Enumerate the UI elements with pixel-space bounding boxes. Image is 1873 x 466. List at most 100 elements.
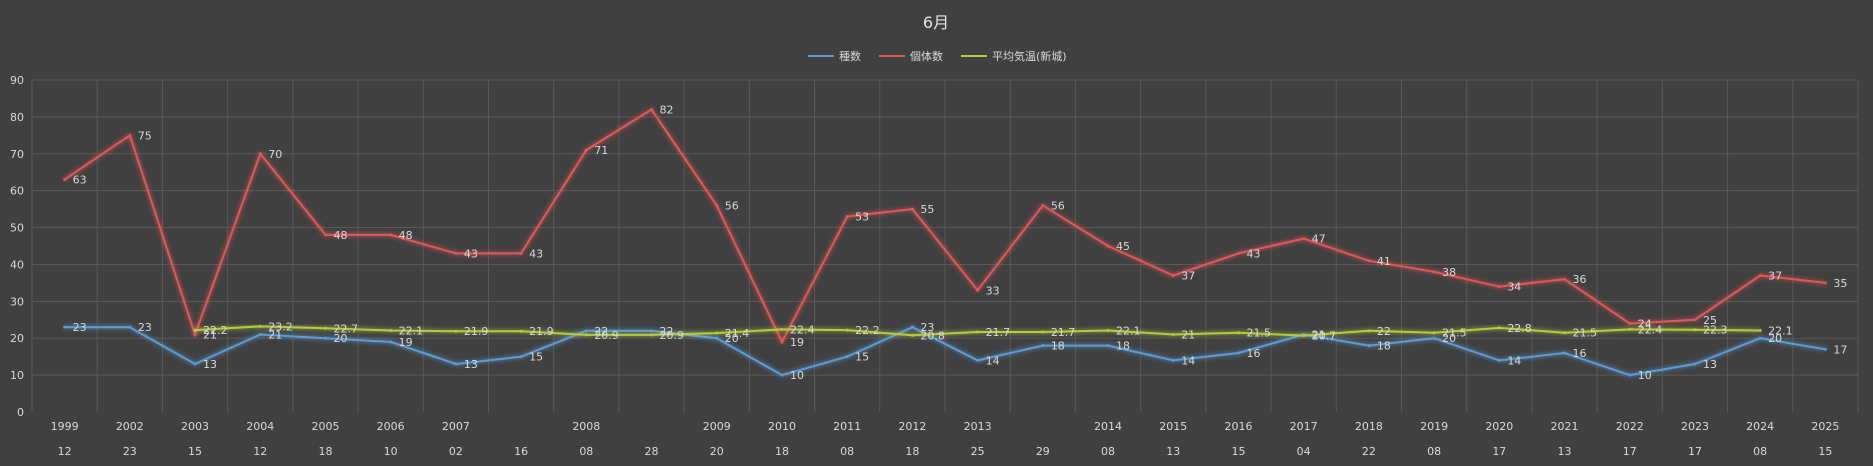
data-label: 22.2 xyxy=(855,324,880,337)
x-day-label: 17 xyxy=(1492,445,1506,458)
data-point xyxy=(650,329,654,333)
data-point xyxy=(1628,321,1632,325)
legend: 種数 個体数 平均気温(新城) xyxy=(808,49,1067,63)
data-label: 20.9 xyxy=(660,329,685,342)
x-year-label: 2006 xyxy=(377,420,405,433)
data-label: 48 xyxy=(399,229,413,242)
data-label: 43 xyxy=(464,247,478,260)
data-label: 22.1 xyxy=(399,324,424,337)
data-label: 23 xyxy=(138,321,152,334)
data-point xyxy=(1563,351,1567,355)
data-label: 21.7 xyxy=(1051,326,1076,339)
data-label: 20.9 xyxy=(594,329,619,342)
data-label: 53 xyxy=(855,210,869,223)
data-point xyxy=(1041,344,1045,348)
x-year-label: 2008 xyxy=(572,420,600,433)
x-axis: 1999 2002 2003 2004 2005 2006 2007 2008 2009 2010… xyxy=(51,420,1840,458)
y-axis: 0 10 20 30 40 50 60 70 80 90 xyxy=(10,74,24,419)
x-day-label: 25 xyxy=(971,445,985,458)
data-point xyxy=(1758,336,1762,340)
data-label: 41 xyxy=(1377,255,1391,268)
data-point xyxy=(1171,274,1175,278)
data-point xyxy=(454,329,458,333)
data-label: 20 xyxy=(333,332,347,345)
data-label: 34 xyxy=(1507,281,1521,294)
data-point xyxy=(650,333,654,337)
x-year-label: 2018 xyxy=(1355,420,1383,433)
data-label: 37 xyxy=(1768,270,1782,283)
data-point xyxy=(1563,331,1567,335)
data-label: 16 xyxy=(1573,347,1587,360)
data-point xyxy=(1106,244,1110,248)
data-point xyxy=(715,336,719,340)
data-point xyxy=(1236,351,1240,355)
data-point xyxy=(1236,251,1240,255)
x-day-label: 08 xyxy=(1101,445,1115,458)
data-point xyxy=(454,251,458,255)
grid xyxy=(31,79,1859,412)
data-label: 21 xyxy=(268,329,282,342)
x-year-label: 2020 xyxy=(1485,420,1513,433)
data-point xyxy=(780,373,784,377)
x-year-label: 2002 xyxy=(116,420,144,433)
data-point xyxy=(1823,281,1827,285)
data-point xyxy=(1823,347,1827,351)
x-year-label: 2022 xyxy=(1616,420,1644,433)
y-tick-label: 50 xyxy=(10,222,24,235)
data-label: 82 xyxy=(660,104,674,117)
data-label: 21.7 xyxy=(986,326,1011,339)
x-year-label: 2017 xyxy=(1290,420,1318,433)
data-point xyxy=(976,358,980,362)
x-day-label: 15 xyxy=(188,445,202,458)
data-point xyxy=(1041,330,1045,334)
x-day-label: 17 xyxy=(1688,445,1702,458)
data-label: 36 xyxy=(1573,273,1587,286)
data-point xyxy=(584,333,588,337)
y-tick-label: 70 xyxy=(10,148,24,161)
x-day-label: 10 xyxy=(384,445,398,458)
data-label: 20.8 xyxy=(920,329,945,342)
data-label: 17 xyxy=(1833,343,1847,356)
data-label: 23.2 xyxy=(268,320,293,333)
data-point xyxy=(1302,237,1306,241)
data-point xyxy=(780,340,784,344)
x-day-label: 18 xyxy=(775,445,789,458)
x-year-label: 2021 xyxy=(1551,420,1579,433)
legend-label-2: 平均気温(新城) xyxy=(992,49,1067,63)
data-point xyxy=(910,325,914,329)
x-day-label: 18 xyxy=(905,445,919,458)
data-point xyxy=(128,133,132,137)
data-point xyxy=(1497,285,1501,289)
data-label: 16 xyxy=(1246,347,1260,360)
data-label: 13 xyxy=(1703,358,1717,371)
x-day-label: 20 xyxy=(710,445,724,458)
x-day-label: 29 xyxy=(1036,445,1050,458)
data-point xyxy=(193,333,197,337)
data-point xyxy=(584,329,588,333)
data-label: 70 xyxy=(268,148,282,161)
data-label: 56 xyxy=(1051,199,1065,212)
data-point xyxy=(780,327,784,331)
data-point xyxy=(389,340,393,344)
data-label: 48 xyxy=(333,229,347,242)
data-label: 38 xyxy=(1442,266,1456,279)
data-point xyxy=(454,362,458,366)
x-day-label: 15 xyxy=(1231,445,1245,458)
data-label: 10 xyxy=(790,369,804,382)
x-day-label: 16 xyxy=(514,445,528,458)
legend-label-0: 種数 xyxy=(839,49,861,63)
data-point xyxy=(976,330,980,334)
data-point xyxy=(910,207,914,211)
x-day-label: 02 xyxy=(449,445,463,458)
y-tick-label: 60 xyxy=(10,185,24,198)
data-label: 14 xyxy=(1181,354,1195,367)
data-point xyxy=(1432,331,1436,335)
data-label: 45 xyxy=(1116,240,1130,253)
x-day-label: 08 xyxy=(1427,445,1441,458)
data-label: 18 xyxy=(1051,340,1065,353)
data-label: 22 xyxy=(1377,325,1391,338)
data-label: 37 xyxy=(1181,270,1195,283)
data-label: 14 xyxy=(986,354,1000,367)
data-label: 22.8 xyxy=(1507,322,1532,335)
series-line-1 xyxy=(64,108,1826,345)
